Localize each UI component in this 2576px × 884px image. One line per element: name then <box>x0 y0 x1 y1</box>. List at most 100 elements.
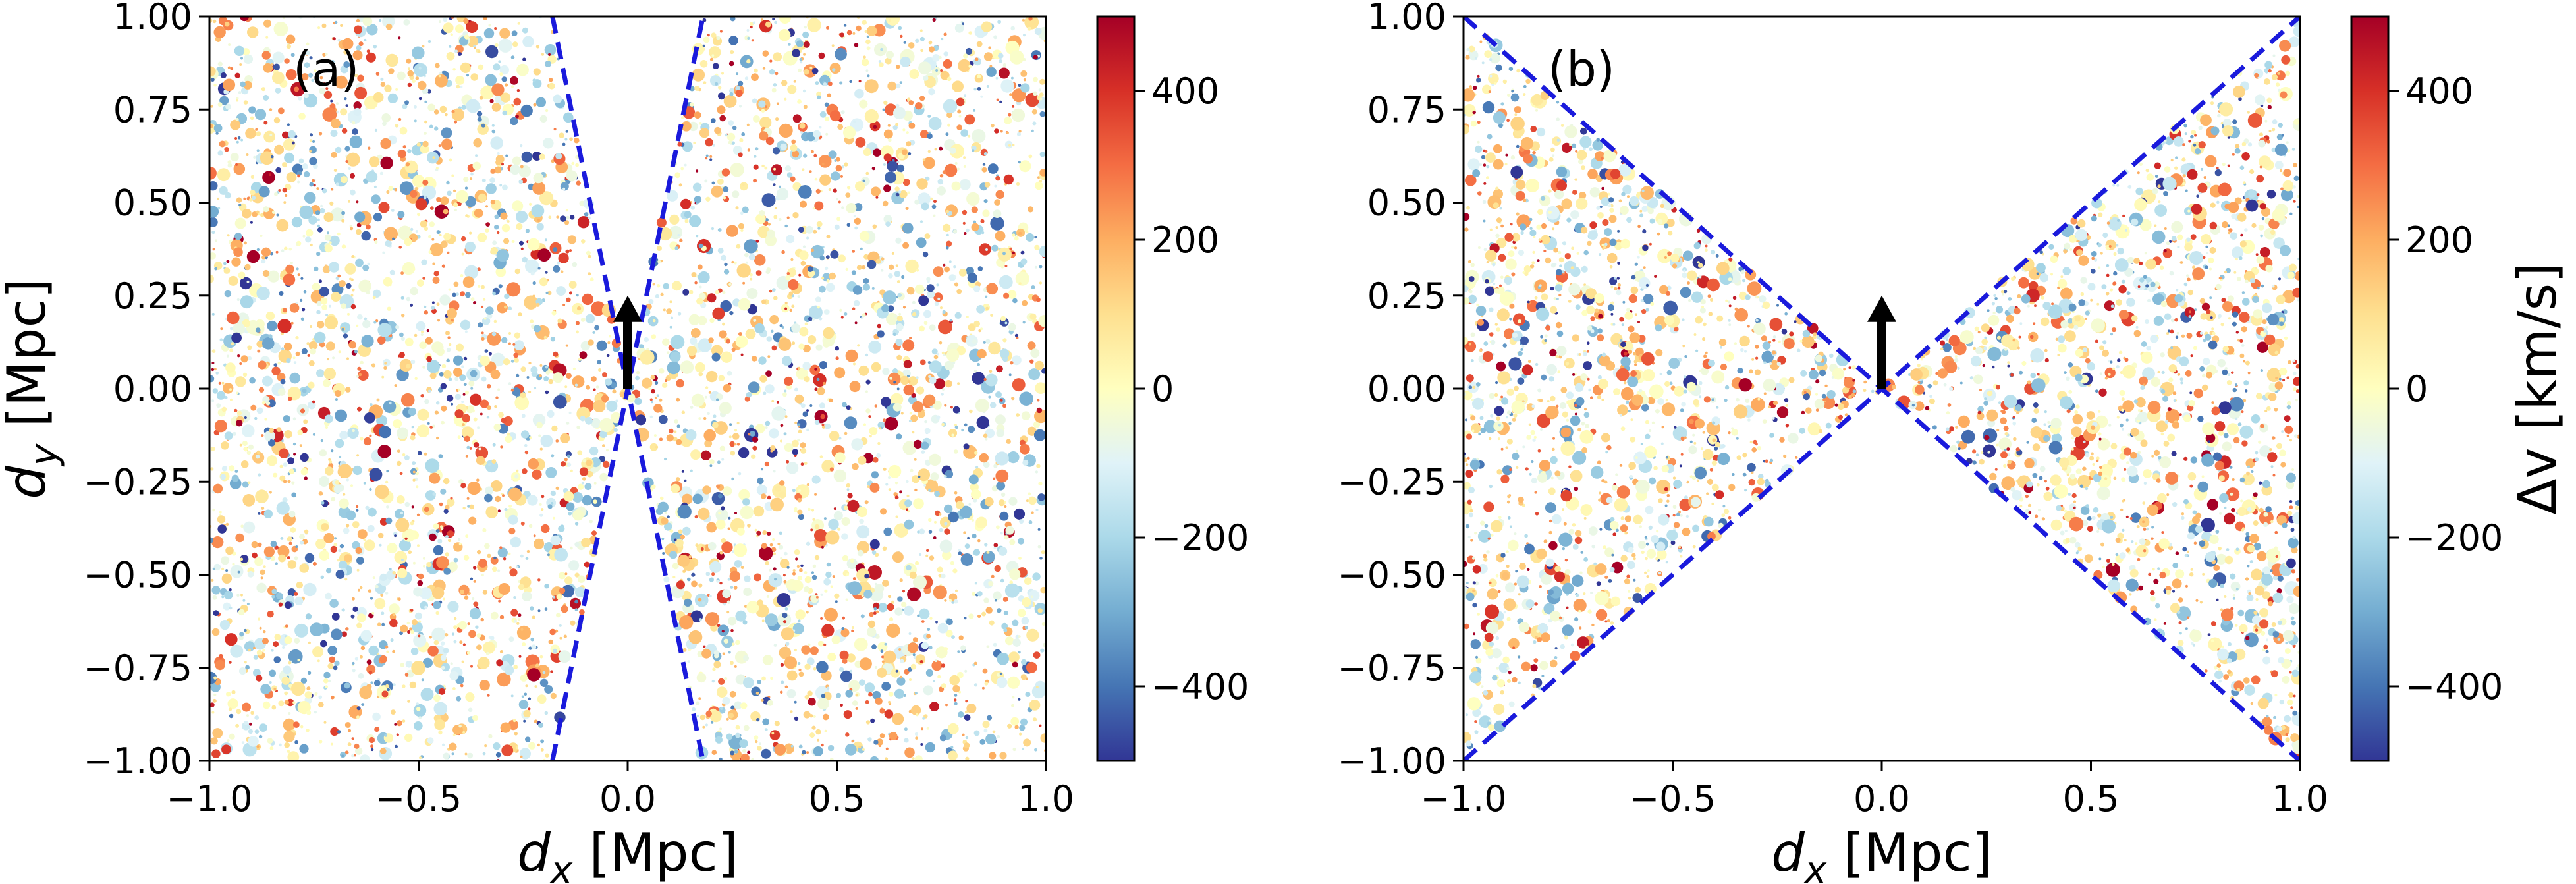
galaxy-point <box>440 240 448 248</box>
galaxy-point <box>864 79 879 94</box>
galaxy-point <box>336 102 339 105</box>
galaxy-point <box>513 352 519 358</box>
galaxy-point <box>236 99 239 102</box>
galaxy-point <box>975 516 987 529</box>
galaxy-point <box>507 220 510 223</box>
galaxy-point <box>485 74 497 86</box>
galaxy-point <box>928 488 931 492</box>
galaxy-point <box>996 98 999 101</box>
galaxy-point <box>520 521 525 526</box>
galaxy-point <box>356 509 359 512</box>
galaxy-point <box>238 609 245 616</box>
galaxy-point <box>320 439 323 443</box>
galaxy-point <box>834 224 840 230</box>
galaxy-point <box>769 543 773 547</box>
galaxy-point <box>983 377 987 381</box>
galaxy-point <box>867 565 882 580</box>
galaxy-point <box>955 501 964 509</box>
galaxy-point <box>1012 105 1015 108</box>
galaxy-point <box>541 508 544 511</box>
galaxy-point <box>219 511 222 514</box>
galaxy-point <box>769 289 773 293</box>
galaxy-point <box>956 167 960 171</box>
galaxy-point <box>321 304 327 310</box>
galaxy-point <box>389 619 398 628</box>
galaxy-point <box>508 342 511 345</box>
galaxy-point <box>271 155 274 159</box>
galaxy-point <box>943 59 952 69</box>
galaxy-point <box>320 575 324 579</box>
galaxy-point <box>217 61 223 67</box>
galaxy-point <box>412 461 416 466</box>
galaxy-point <box>863 148 871 156</box>
galaxy-point <box>312 646 324 658</box>
galaxy-point <box>451 109 455 113</box>
galaxy-point <box>827 93 832 98</box>
galaxy-point <box>451 174 454 177</box>
galaxy-point <box>436 556 449 569</box>
galaxy-point <box>463 383 467 386</box>
galaxy-point <box>483 641 495 654</box>
galaxy-point <box>317 659 320 663</box>
galaxy-point <box>472 597 475 601</box>
galaxy-point <box>816 377 820 381</box>
galaxy-point <box>520 628 524 631</box>
galaxy-point <box>859 679 865 686</box>
galaxy-point <box>966 335 978 347</box>
galaxy-point <box>338 561 348 570</box>
galaxy-point <box>988 46 991 50</box>
galaxy-point <box>885 747 889 750</box>
galaxy-point <box>956 346 966 356</box>
galaxy-point <box>224 590 233 600</box>
galaxy-point <box>723 638 729 644</box>
galaxy-point <box>969 409 973 414</box>
galaxy-point <box>231 342 234 346</box>
galaxy-point <box>485 183 497 194</box>
galaxy-point <box>234 408 238 412</box>
galaxy-point <box>414 377 418 380</box>
galaxy-point <box>856 568 870 582</box>
galaxy-point <box>400 559 404 562</box>
galaxy-point <box>906 494 910 497</box>
galaxy-point <box>369 487 372 491</box>
galaxy-point <box>352 288 355 292</box>
galaxy-point <box>899 81 903 84</box>
galaxy-point <box>845 267 848 271</box>
galaxy-point <box>493 424 501 431</box>
galaxy-point <box>436 230 441 235</box>
galaxy-point <box>918 295 929 306</box>
galaxy-point <box>722 486 732 496</box>
galaxy-point <box>473 138 482 148</box>
galaxy-point <box>802 168 805 171</box>
galaxy-point <box>352 661 355 665</box>
galaxy-point <box>360 754 370 761</box>
galaxy-point <box>215 132 219 135</box>
galaxy-point <box>398 352 405 358</box>
galaxy-point <box>481 574 484 577</box>
galaxy-point <box>263 206 269 213</box>
galaxy-point <box>888 700 891 704</box>
galaxy-point <box>284 246 288 251</box>
galaxy-point <box>338 350 341 354</box>
galaxy-point <box>356 223 362 228</box>
galaxy-point <box>784 165 792 172</box>
galaxy-point <box>698 697 701 700</box>
galaxy-point <box>966 47 973 55</box>
galaxy-point <box>1040 586 1046 594</box>
galaxy-point <box>699 714 706 721</box>
galaxy-point <box>544 238 547 242</box>
galaxy-point <box>273 656 281 663</box>
galaxy-point <box>1018 130 1022 133</box>
galaxy-point <box>780 424 784 428</box>
galaxy-point <box>429 472 441 484</box>
galaxy-point <box>550 535 561 546</box>
galaxy-point <box>817 698 829 710</box>
galaxy-point <box>690 328 701 338</box>
galaxy-point <box>664 522 672 531</box>
galaxy-point <box>456 343 464 352</box>
galaxy-point <box>1022 18 1025 22</box>
galaxy-point <box>884 416 898 431</box>
galaxy-point <box>800 447 807 454</box>
galaxy-point <box>1029 359 1034 364</box>
galaxy-point <box>327 231 329 235</box>
